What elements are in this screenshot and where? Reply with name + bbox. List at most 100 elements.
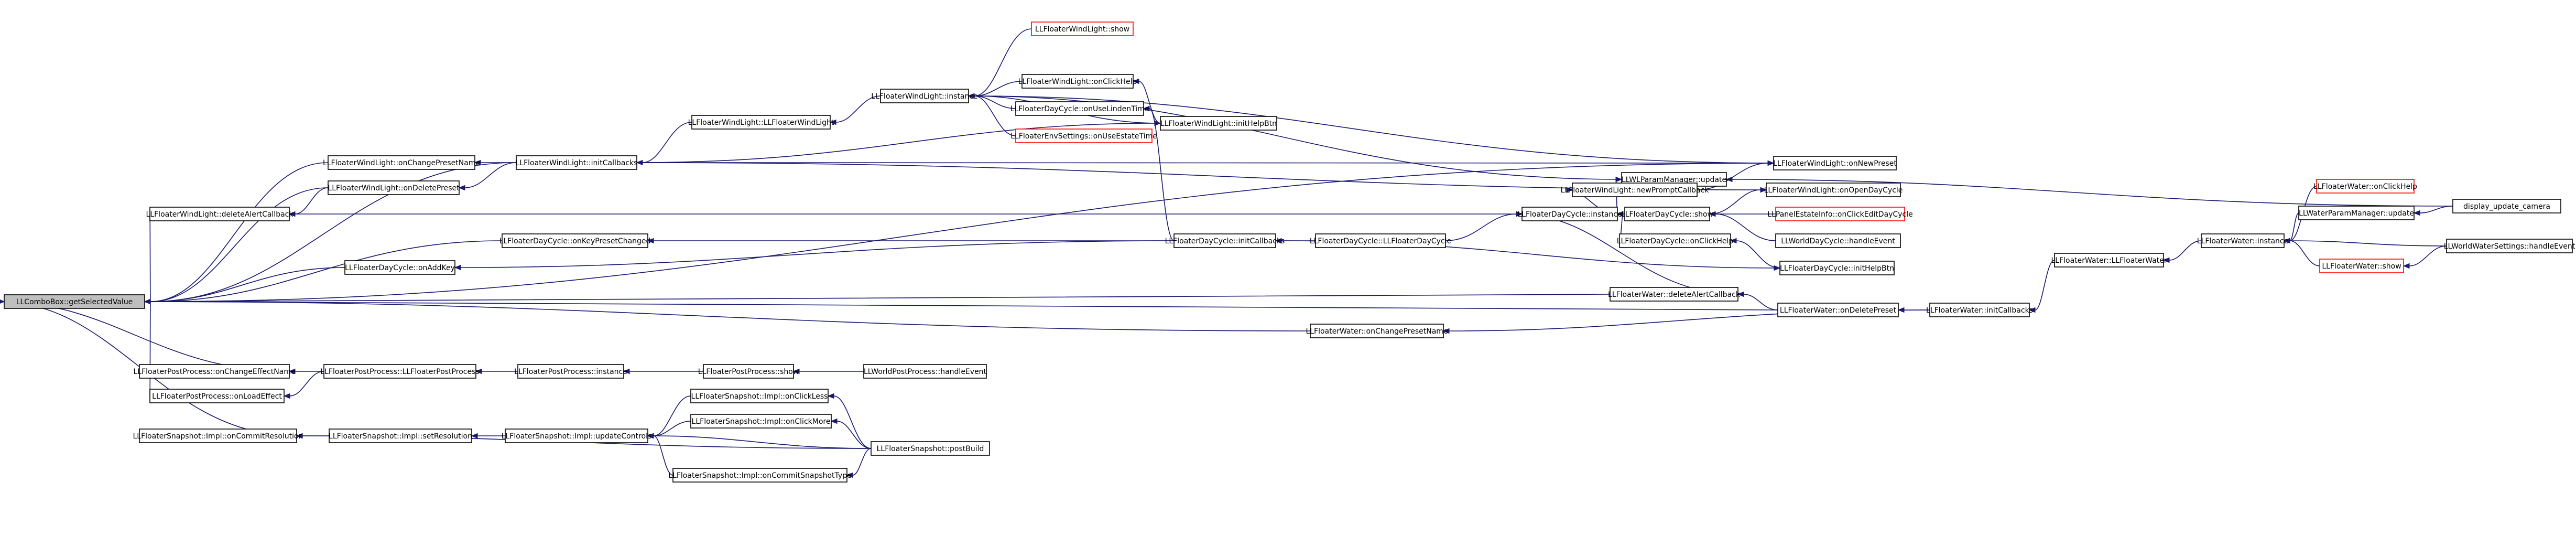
arrowhead-icon xyxy=(1615,176,1623,183)
node-llfloaterdaycycle-show[interactable]: LLFloaterDayCycle::show xyxy=(1621,207,1713,221)
arrowhead-icon xyxy=(2283,238,2290,244)
node-llfloaterwindlight-initcallbacks[interactable]: LLFloaterWindLight::initCallbacks xyxy=(516,155,638,170)
node-label: LLWaterParamManager::update xyxy=(2299,209,2414,218)
node-label: LLFloaterWindLight::instance xyxy=(871,92,977,101)
edge-line xyxy=(1736,240,1780,269)
node-llfloaterwindlight-show[interactable]: LLFloaterWindLight::show xyxy=(1031,22,1134,36)
node-box xyxy=(328,180,460,195)
node-llfloaterwater-deletealertcallback[interactable]: LLFloaterWater::deleteAlertCallback xyxy=(1608,287,1741,302)
node-llfloaterwater-instance[interactable]: LLFloaterWater::instance xyxy=(2197,233,2288,248)
call-edge-n11-n8 xyxy=(1132,78,1161,124)
arrowhead-icon xyxy=(1154,120,1161,126)
node-box xyxy=(871,441,990,456)
node-llfloaterpostprocess-onchangeeffectname[interactable]: LLFloaterPostProcess::onChangeEffectName xyxy=(133,364,296,379)
node-llfloaterwindlight-llfloaterwindlight[interactable]: LLFloaterWindLight::LLFloaterWindLight xyxy=(688,115,834,130)
node-box xyxy=(1619,233,1731,248)
node-llfloatersnapshot-impl-onclickmore[interactable]: LLFloaterSnapshot::Impl::onClickMore xyxy=(690,414,832,429)
arrowhead-icon xyxy=(475,368,482,374)
node-llcombobox-getselectedvalue[interactable]: LLComboBox::getSelectedValue xyxy=(4,294,145,309)
node-llfloaterpostprocess-onloadeffect[interactable]: LLFloaterPostProcess::onLoadEffect xyxy=(149,389,285,403)
node-llfloaterwindlight-newpromptcallback[interactable]: LLFloaterWindLight::newPromptCallback xyxy=(1561,183,1710,197)
node-box xyxy=(2316,179,2415,194)
edge-line xyxy=(835,95,881,123)
call-edge-n26-n16 xyxy=(1516,211,1738,295)
node-box xyxy=(2319,259,2404,273)
node-llpanelestateinfo-onclickeditdaycycle[interactable]: LLPanelEstateInfo::onClickEditDayCycle xyxy=(1767,207,1913,221)
node-llfloatersnapshot-postbuild[interactable]: LLFloaterSnapshot::postBuild xyxy=(871,441,990,456)
node-llfloaterwindlight-onopendaycycle[interactable]: LLFloaterWindLight::onOpenDayCycle xyxy=(1764,183,1903,197)
node-llfloaterwindlight-inithelpbtn[interactable]: LLFloaterWindLight::initHelpBtn xyxy=(1160,116,1277,131)
node-llfloaterdaycycle-onclickhelp[interactable]: LLFloaterDayCycle::onClickHelp xyxy=(1617,233,1734,248)
call-edge-n49-n46 xyxy=(827,393,872,449)
edge-line xyxy=(150,162,329,302)
call-edge-n49-n47 xyxy=(830,418,872,449)
node-llfloaterwater-initcallbacks[interactable]: LLFloaterWater::initCallbacks xyxy=(1926,303,2033,317)
node-label: LLFloaterPostProcess::show xyxy=(698,368,799,376)
node-llfloaterwindlight-ondeletepreset[interactable]: LLFloaterWindLight::onDeletePreset xyxy=(328,180,460,195)
node-label: LLFloaterSnapshot::Impl::updateControls xyxy=(502,432,652,441)
node-label: LLFloaterWindLight::newPromptCallback xyxy=(1561,186,1710,195)
node-llfloaterdaycycle-initcallbacks[interactable]: LLFloaterDayCycle::initCallbacks xyxy=(1165,233,1285,248)
node-llwaterparammanager-update[interactable]: LLWaterParamManager::update xyxy=(2298,206,2415,220)
node-box xyxy=(1015,101,1144,116)
node-llfloaterenvsettings-onuseestatetime[interactable]: LLFloaterEnvSettings::onUseEstateTime xyxy=(1010,129,1157,143)
edge-line xyxy=(150,301,1778,311)
node-label: LLFloaterPostProcess::onLoadEffect xyxy=(152,392,282,401)
node-llfloaterwindlight-onnewpreset[interactable]: LLFloaterWindLight::onNewPreset xyxy=(1773,156,1897,170)
node-llfloaterdaycycle-instance[interactable]: LLFloaterDayCycle::instance xyxy=(1517,207,1622,221)
edge-line xyxy=(1149,108,1175,241)
node-box xyxy=(1015,129,1153,143)
node-llfloaterdaycycle-onaddkey[interactable]: LLFloaterDayCycle::onAddKey xyxy=(344,260,455,275)
node-label: LLFloaterDayCycle::initCallbacks xyxy=(1165,237,1285,245)
node-label: LLFloaterWindLight::onClickHelp xyxy=(1018,78,1137,86)
node-llfloatersnapshot-impl-oncommitresolution[interactable]: LLFloaterSnapshot::Impl::onCommitResolut… xyxy=(133,429,303,443)
arrowhead-icon xyxy=(2413,210,2420,216)
node-llworldwatersettings-handleevent[interactable]: LLWorldWaterSettings::handleEvent xyxy=(2444,239,2575,253)
node-label: LLFloaterWater::onClickHelp xyxy=(2313,183,2417,191)
node-llfloaterwater-onclickhelp[interactable]: LLFloaterWater::onClickHelp xyxy=(2313,179,2417,194)
node-label: LLFloaterSnapshot::Impl::onCommitSnapsho… xyxy=(668,472,851,480)
node-llfloaterwindlight-deletealertcallback[interactable]: LLFloaterWindLight::deleteAlertCallback xyxy=(146,207,294,221)
node-box xyxy=(1521,207,1618,221)
arrowhead-icon xyxy=(1132,78,1139,84)
node-llfloaterdaycycle-inithelpbtn[interactable]: LLFloaterDayCycle::initHelpBtn xyxy=(1779,261,1895,275)
edge-line xyxy=(653,435,673,476)
call-edge-n38-n0 xyxy=(144,298,151,397)
node-llfloatersnapshot-impl-updatecontrols[interactable]: LLFloaterSnapshot::Impl::updateControls xyxy=(502,429,652,443)
call-edge-n5-n4 xyxy=(636,122,692,166)
node-box xyxy=(672,468,847,483)
arrowhead-icon xyxy=(647,238,654,244)
node-llfloatersnapshot-impl-setresolution[interactable]: LLFloaterSnapshot::Impl::setResolution xyxy=(329,429,472,443)
node-llworldpostprocess-handleevent[interactable]: LLWorldPostProcess::handleEvent xyxy=(863,364,987,379)
node-llfloaterwindlight-onclickhelp[interactable]: LLFloaterWindLight::onClickHelp xyxy=(1018,74,1137,89)
node-llfloaterpostprocess-instance[interactable]: LLFloaterPostProcess::instance xyxy=(514,364,627,379)
node-llworlddaycycle-handleevent[interactable]: LLWorldDayCycle::handleEvent xyxy=(1775,233,1901,248)
node-box xyxy=(703,364,794,379)
node-llfloaterdaycycle-llfloaterdaycycle[interactable]: LLFloaterDayCycle::LLFloaterDayCycle xyxy=(1310,233,1451,248)
node-box xyxy=(1021,74,1134,89)
call-edge-n34-n32 xyxy=(2413,206,2453,216)
node-box xyxy=(1779,261,1895,275)
node-llfloaterdaycycle-onuselindentime[interactable]: LLFloaterDayCycle::onUseLindenTime xyxy=(1010,101,1149,116)
node-display-update-camera[interactable]: display_update_camera xyxy=(2452,199,2561,213)
node-llfloaterpostprocess-show[interactable]: LLFloaterPostProcess::show xyxy=(698,364,799,379)
call-edge-n30-n29 xyxy=(2162,240,2202,263)
node-box xyxy=(1031,22,1134,36)
node-llfloaterpostprocess-llfloaterpostprocess[interactable]: LLFloaterPostProcess::LLFloaterPostProce… xyxy=(320,364,480,379)
node-llfloatersnapshot-impl-oncommitsnapshottype[interactable]: LLFloaterSnapshot::Impl::onCommitSnapsho… xyxy=(668,468,852,483)
edge-line xyxy=(653,435,872,449)
node-llfloaterdaycycle-onkeypresetchanged[interactable]: LLFloaterDayCycle::onKeyPresetChanged xyxy=(499,233,651,248)
node-llfloaterwater-onchangepresetname[interactable]: LLFloaterWater::onChangePresetName xyxy=(1306,324,1448,338)
node-llfloatersnapshot-impl-onclickless[interactable]: LLFloaterSnapshot::Impl::onClickLess xyxy=(690,389,829,403)
node-llfloaterwindlight-instance[interactable]: LLFloaterWindLight::instance xyxy=(871,89,978,103)
call-edge-n42-n41 xyxy=(792,368,864,374)
node-llfloaterwindlight-onchangepresetname[interactable]: LLFloaterWindLight::onChangePresetName xyxy=(323,155,480,170)
node-llfloaterwater-show[interactable]: LLFloaterWater::show xyxy=(2319,259,2404,273)
node-llfloaterwater-ondeletepreset[interactable]: LLFloaterWater::onDeletePreset xyxy=(1777,303,1899,317)
node-label: LLFloaterWindLight::onChangePresetName xyxy=(323,159,480,167)
node-label: LLFloaterDayCycle::onAddKey xyxy=(345,264,455,272)
node-box xyxy=(2446,239,2573,253)
node-label: LLFloaterWater::onChangePresetName xyxy=(1306,327,1448,336)
node-llfloaterwater-llfloaterwater[interactable]: LLFloaterWater::LLFloaterWater xyxy=(2051,253,2167,267)
node-label: LLFloaterWindLight::onDeletePreset xyxy=(328,184,460,192)
